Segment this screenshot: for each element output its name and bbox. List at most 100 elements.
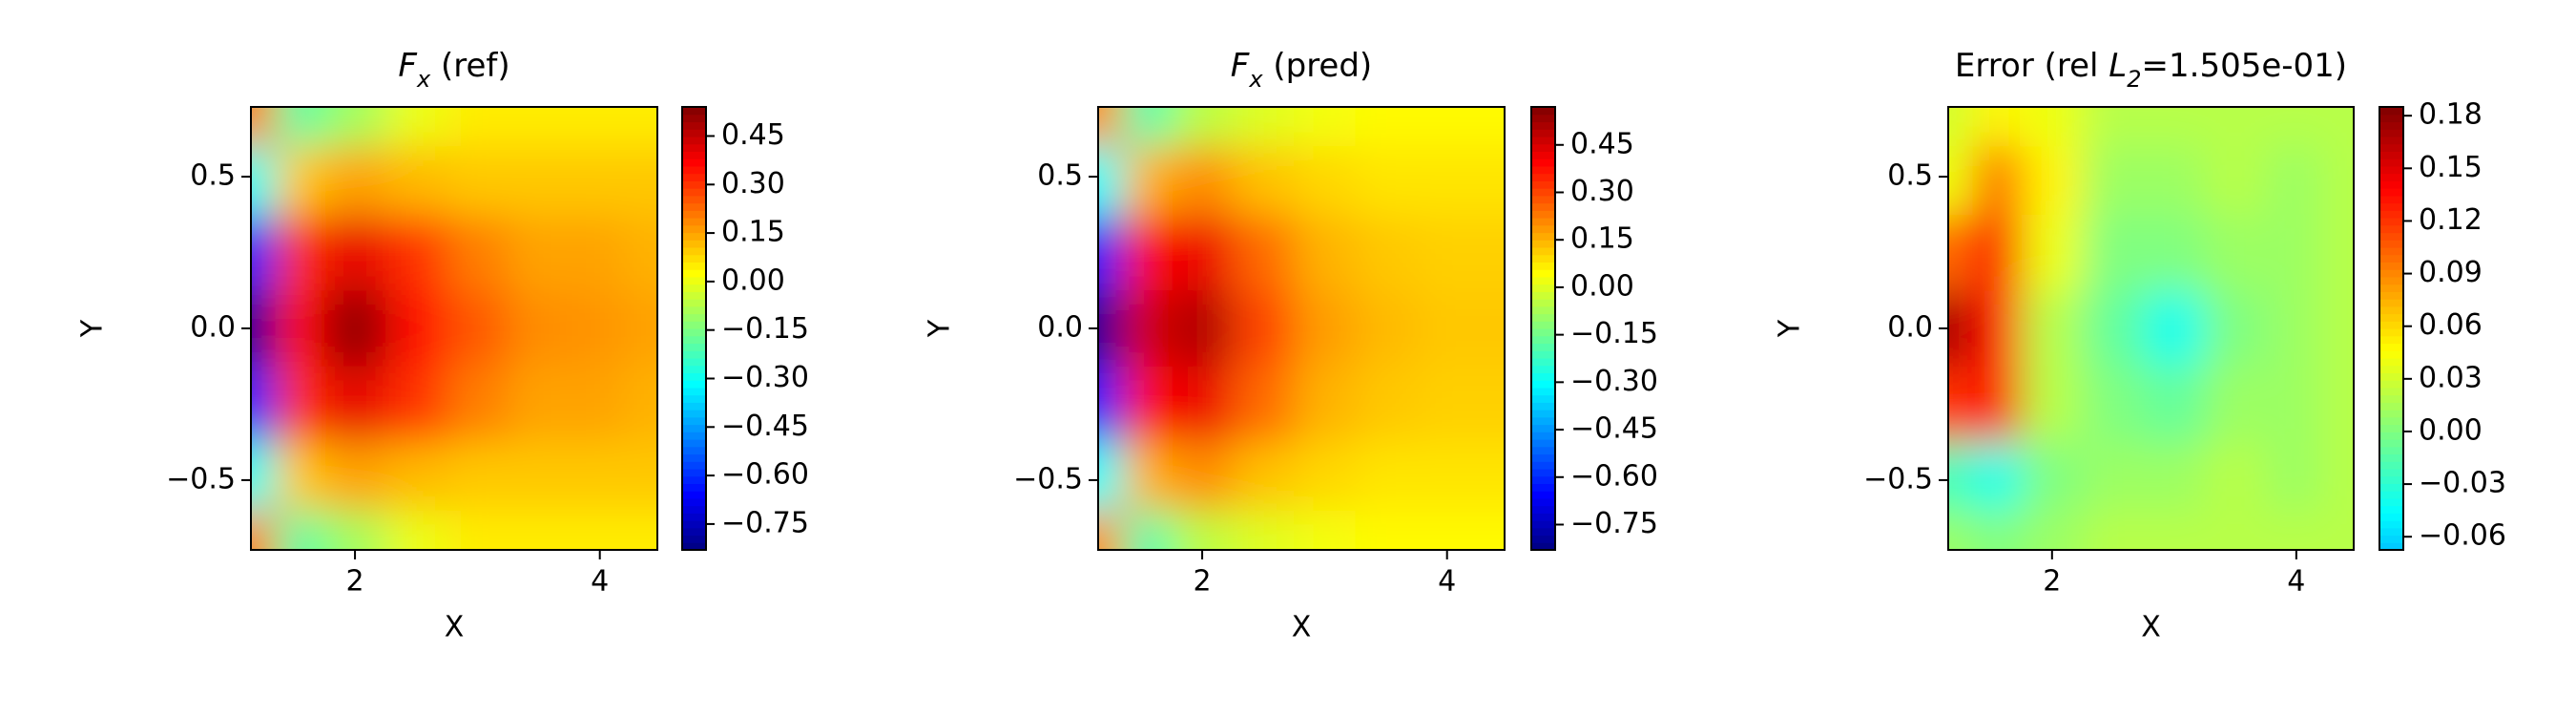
field-cell <box>447 107 509 147</box>
colorbar-level <box>682 210 706 219</box>
colorbar-level <box>1531 299 1555 307</box>
field-cell <box>569 146 625 216</box>
field-cell <box>2265 107 2321 147</box>
colorbar-level <box>1531 210 1555 219</box>
y-tick-label: 0.0 <box>1037 311 1083 345</box>
field-cell <box>2082 510 2145 550</box>
field-cell <box>385 146 447 216</box>
field-cell <box>1948 366 1974 443</box>
field-cell <box>251 442 277 512</box>
colorbar-level <box>2379 424 2403 432</box>
colorbar-level <box>2379 151 2403 159</box>
colorbar-level <box>1531 453 1555 462</box>
field-cell <box>1416 442 1472 512</box>
field-cell <box>447 442 509 512</box>
colorbar-level <box>1531 284 1555 292</box>
colorbar-level <box>2379 129 2403 137</box>
colorbar-tick-label: −0.75 <box>721 506 809 539</box>
field-cell <box>508 290 571 368</box>
colorbar-level <box>1531 343 1555 351</box>
colorbar-level <box>682 446 706 455</box>
field-cell <box>1098 510 1124 550</box>
colorbar-tick-label: −0.03 <box>2419 467 2506 500</box>
field-cell <box>1294 442 1356 512</box>
colorbar-level <box>682 357 706 367</box>
field-cell <box>447 214 509 291</box>
field-cell <box>1948 146 1974 216</box>
colorbar-level <box>2379 232 2403 241</box>
colorbar-level <box>1531 291 1555 300</box>
colorbar-level <box>1531 254 1555 263</box>
colorbar-level <box>2379 335 2403 345</box>
y-axis-label: Y <box>924 319 957 338</box>
colorbar-level <box>682 305 706 315</box>
field-cell <box>1972 107 2023 147</box>
x-tick-label: 4 <box>591 565 609 599</box>
colorbar-level <box>682 335 706 345</box>
colorbar-level <box>1531 129 1555 137</box>
colorbar-level <box>1531 195 1555 204</box>
colorbar-level <box>2379 387 2403 396</box>
colorbar-level <box>2379 394 2403 403</box>
colorbar-level <box>1531 432 1555 440</box>
field-cell <box>1233 107 1295 147</box>
colorbar-level <box>682 254 706 263</box>
field-cell <box>251 290 277 368</box>
field-cell <box>1233 214 1295 291</box>
field-cell <box>251 366 277 443</box>
y-tick-label: −0.5 <box>1013 462 1083 495</box>
colorbar-tick-label: 0.30 <box>1570 175 1634 208</box>
field-cell <box>251 510 277 550</box>
colorbar-level <box>682 520 706 529</box>
colorbar-tick-label: 0.45 <box>1570 127 1634 160</box>
field-cell <box>251 146 277 216</box>
field-cell <box>2265 290 2321 368</box>
field-cell <box>1122 290 1173 368</box>
colorbar-level <box>2379 202 2403 211</box>
colorbar-level <box>682 527 706 537</box>
colorbar-level <box>682 129 706 137</box>
field-cell <box>1122 107 1173 147</box>
colorbar-level <box>1531 535 1555 543</box>
field-cell <box>1294 290 1356 368</box>
colorbar-level <box>1531 158 1555 167</box>
colorbar-level <box>682 143 706 152</box>
field-cell <box>569 214 625 291</box>
field-cell <box>323 214 386 291</box>
field-cell <box>2021 510 2084 550</box>
colorbar-level <box>682 151 706 159</box>
colorbar-level <box>682 424 706 432</box>
colorbar-level <box>1531 114 1555 123</box>
field-cell <box>2204 510 2267 550</box>
colorbar-level <box>1531 165 1555 175</box>
colorbar-level <box>2379 542 2403 551</box>
colorbar-level <box>1531 365 1555 373</box>
field-cell <box>1355 442 1418 512</box>
title-part: F <box>398 47 417 85</box>
field-cell <box>1171 510 1234 550</box>
colorbar-tick-label: 0.06 <box>2419 308 2483 342</box>
plot-area <box>251 107 657 550</box>
colorbar-level <box>2379 372 2403 381</box>
field-cell <box>2143 290 2206 368</box>
field-cell <box>2320 290 2354 368</box>
field-cell <box>2082 442 2145 512</box>
colorbar-tick-label: −0.75 <box>1570 507 1658 540</box>
colorbar-level <box>2379 365 2403 373</box>
colorbar-level <box>682 321 706 329</box>
colorbar-level <box>2379 535 2403 543</box>
colorbar-level <box>1531 483 1555 492</box>
colorbar-level <box>2379 483 2403 492</box>
field-cell <box>323 366 386 443</box>
colorbar-level <box>2379 121 2403 130</box>
colorbar-level <box>2379 269 2403 278</box>
colorbar-level <box>1531 491 1555 499</box>
field-cell <box>508 366 571 443</box>
field-cell <box>569 290 625 368</box>
field-cell <box>2320 146 2354 216</box>
colorbar-level <box>2379 475 2403 484</box>
field-cell <box>569 442 625 512</box>
colorbar-level <box>2379 254 2403 263</box>
